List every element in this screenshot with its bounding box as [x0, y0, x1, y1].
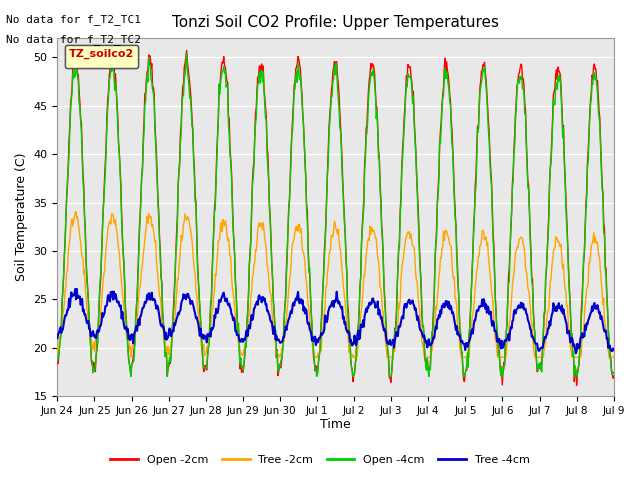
X-axis label: Time: Time — [320, 419, 351, 432]
Text: No data for f_T2_TC2: No data for f_T2_TC2 — [6, 34, 141, 45]
Text: No data for f_T2_TC1: No data for f_T2_TC1 — [6, 14, 141, 25]
Legend: Open -2cm, Tree -2cm, Open -4cm, Tree -4cm: Open -2cm, Tree -2cm, Open -4cm, Tree -4… — [106, 451, 534, 469]
Y-axis label: Soil Temperature (C): Soil Temperature (C) — [15, 153, 28, 281]
Title: Tonzi Soil CO2 Profile: Upper Temperatures: Tonzi Soil CO2 Profile: Upper Temperatur… — [172, 15, 499, 30]
Legend:  — [65, 45, 138, 68]
